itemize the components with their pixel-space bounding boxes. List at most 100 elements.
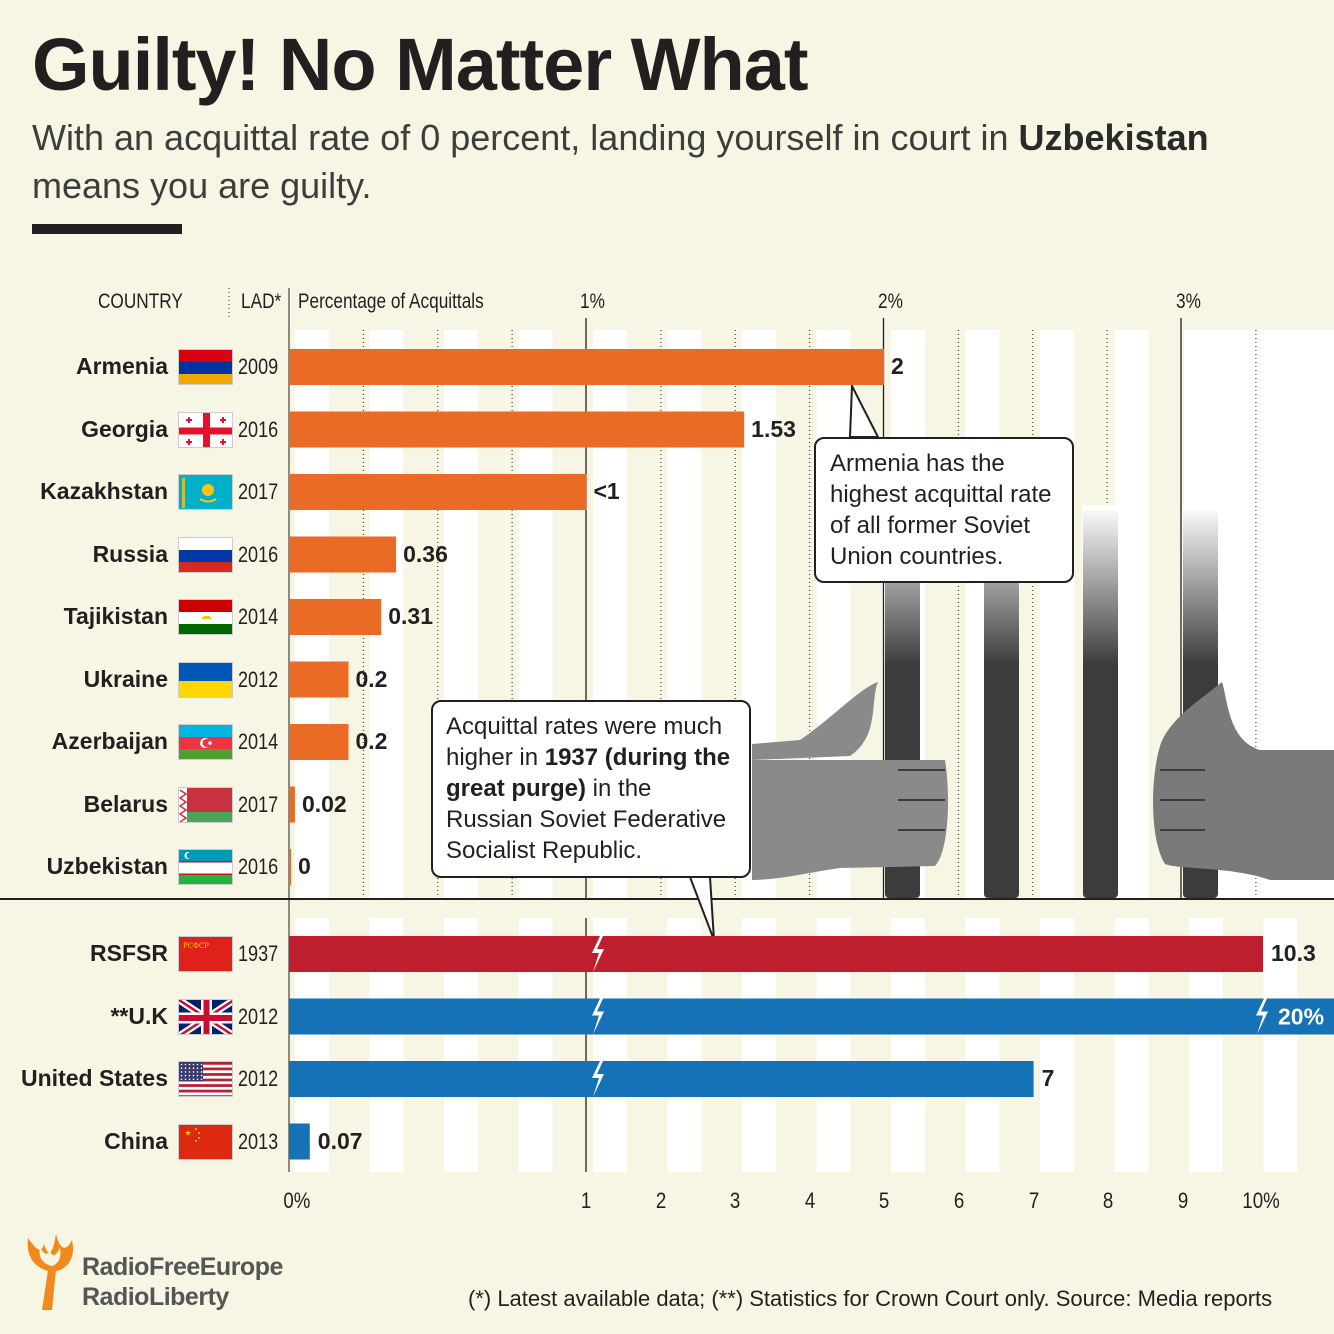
bar-azerbaijan: [289, 724, 349, 760]
georgia-flag-icon: [179, 412, 232, 447]
flag-box: [178, 1123, 233, 1160]
x-tick-label: 0%: [283, 1188, 311, 1213]
value-label: 0.2: [355, 728, 388, 754]
uzbekistan-flag-icon: [179, 850, 232, 884]
bar-ukraine: [289, 661, 349, 698]
header-percentage: Percentage of Acquittals: [298, 290, 484, 313]
year-label: 2016: [238, 854, 279, 879]
flag-box: [178, 724, 233, 760]
tajikistan-flag-icon: [179, 600, 232, 634]
value-label: 7: [1041, 1065, 1055, 1091]
year-label: 2016: [238, 541, 279, 567]
value-label: 20%: [1278, 1004, 1324, 1030]
value-label: 0: [298, 853, 311, 879]
value-label: 10.3: [1271, 940, 1316, 966]
header-lad: LAD*: [241, 290, 282, 313]
grid-stripe-upper: [1114, 330, 1149, 898]
value-label: 0.31: [388, 603, 433, 629]
ukraine-flag-icon: [179, 662, 232, 697]
torch-logo-icon: [27, 1234, 74, 1310]
x-tick-label: 9: [1177, 1188, 1189, 1213]
country-label: Kazakhstan: [40, 478, 168, 504]
china-flag-icon: [179, 1124, 232, 1159]
usa-flag-icon: [179, 1062, 232, 1096]
country-label: United States: [21, 1065, 168, 1091]
subtitle-highlight: Uzbekistan: [1018, 117, 1209, 158]
grid-stripe-lower: [1263, 918, 1298, 1172]
value-label: 0.02: [301, 790, 347, 817]
bar-kazakhstan: [289, 474, 587, 510]
year-label: 2009: [238, 354, 279, 379]
country-label: Belarus: [83, 790, 168, 817]
russia-flag-icon: [179, 537, 232, 572]
title-rule: [32, 224, 182, 234]
bar-rsfsr: [289, 936, 1263, 972]
bar-georgia: [289, 411, 745, 448]
bar-unitedstates: [289, 1061, 1034, 1097]
axis-break-icon: [592, 936, 604, 972]
country-label: Georgia: [81, 415, 168, 442]
flag-box: [178, 474, 233, 510]
country-label: RSFSR: [90, 940, 168, 966]
rsfsr-flag-icon: РСФСР: [179, 937, 232, 971]
value-label: <1: [593, 478, 620, 504]
flag-box: РСФСР: [178, 936, 233, 972]
flag-box: [178, 1061, 233, 1097]
flag-box: [178, 786, 233, 823]
country-label: Tajikistan: [63, 603, 168, 629]
value-label: 2: [891, 353, 904, 379]
country-label: Russia: [92, 540, 168, 567]
top-tick-2: 2%: [878, 290, 903, 313]
value-label: 0.2: [355, 665, 388, 692]
belarus-flag-icon: [179, 787, 232, 822]
bar-fade: [1082, 505, 1119, 665]
year-label: 2013: [238, 1128, 279, 1154]
rsfsr-callout-text-c: in the Russian Soviet Federative Sociali…: [446, 775, 727, 864]
country-label: Uzbekistan: [46, 853, 168, 879]
azerbaijan-flag-icon: [179, 725, 232, 759]
top-tick-3: 3%: [1176, 290, 1201, 313]
armenia-callout: Armenia has the highest acquittal rate o…: [814, 437, 1074, 583]
grid-stripe-upper: [1040, 330, 1074, 898]
x-tick-label: 10%: [1242, 1188, 1281, 1213]
value-label: 0.07: [317, 1127, 363, 1154]
year-label: 2012: [238, 666, 279, 692]
bar-tajikistan: [289, 599, 382, 635]
bar-armenia: [289, 349, 884, 385]
armenia-flag-icon: [179, 350, 232, 384]
subtitle-text-end: means you are guilty.: [32, 165, 372, 206]
rsfsr-callout: Acquittal rates were much higher in 1937…: [431, 700, 751, 878]
bar-fade: [1182, 505, 1219, 665]
logo-line-1: RadioFreeEurope: [82, 1253, 283, 1281]
subtitle-text: With an acquittal rate of 0 percent, lan…: [32, 117, 1019, 158]
rsfsr-callout-text-a: Acquittal rates were much higher in: [446, 713, 723, 771]
page-title: Guilty! No Matter What: [32, 23, 809, 106]
x-tick-label: 3: [730, 1188, 741, 1213]
year-label: 2012: [238, 1066, 279, 1091]
bar-belarus: [289, 786, 295, 823]
axis-break-icon: [592, 998, 604, 1035]
x-tick-label: 8: [1103, 1188, 1114, 1213]
armenia-callout-pointer: [848, 382, 880, 438]
x-tick-label: 7: [1028, 1188, 1039, 1213]
country-label: **U.K: [110, 1002, 168, 1029]
flag-box: [178, 411, 233, 448]
bar-china: [289, 1123, 310, 1160]
country-label: China: [104, 1127, 168, 1154]
flag-box: [178, 349, 233, 385]
kazakhstan-flag-icon: [179, 475, 232, 509]
svg-text:РСФСР: РСФСР: [183, 942, 209, 950]
uk-flag-icon: [179, 999, 232, 1034]
flag-box: [178, 849, 233, 885]
value-label: 1.53: [751, 415, 796, 442]
x-tick-label: 2: [655, 1188, 666, 1213]
x-tick-label: 1: [580, 1188, 592, 1213]
x-tick-label: 5: [879, 1188, 890, 1213]
x-tick-label: 6: [953, 1188, 965, 1213]
flag-box: [178, 599, 233, 635]
bar-uzbekistan: [289, 849, 291, 885]
subtitle: With an acquittal rate of 0 percent, lan…: [32, 114, 1282, 210]
year-label: 2017: [238, 791, 279, 817]
year-label: 2014: [238, 604, 279, 629]
bar-russia: [289, 536, 397, 573]
